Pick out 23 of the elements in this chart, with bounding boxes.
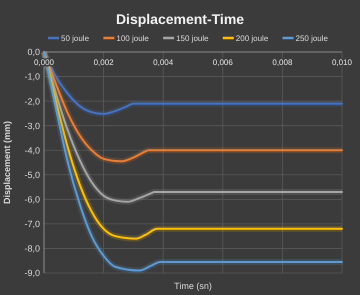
x-axis-title: Time (sn) <box>174 281 212 291</box>
y-tick-label: -1,0 <box>24 72 40 82</box>
x-tick-label: 0,006 <box>212 58 234 67</box>
x-tick-label: 0,002 <box>94 58 114 67</box>
y-tick-label: -6,0 <box>24 194 40 204</box>
y-tick-label: -8,0 <box>24 244 40 254</box>
y-tick-label: 0,0 <box>27 47 40 58</box>
y-tick-label: -2,0 <box>24 96 40 106</box>
x-tick-label: 0,008 <box>272 58 293 67</box>
legend-label: 200 joule <box>236 34 269 43</box>
y-tick-label: -3,0 <box>24 120 40 131</box>
y-tick-label: -7,0 <box>24 219 40 230</box>
y-axis-title: Displacement (mm) <box>2 120 12 204</box>
chart-title: Displacement-Time <box>116 11 244 27</box>
x-tick-label: 0,004 <box>153 58 174 67</box>
y-tick-label: -5,0 <box>24 170 40 180</box>
legend-label: 250 joule <box>296 34 329 43</box>
legend-label: 150 joule <box>176 34 210 43</box>
x-tick-label: 0,010 <box>332 58 353 67</box>
legend-label: 100 joule <box>116 34 150 43</box>
legend-label: 50 joule <box>61 34 90 43</box>
y-tick-label: -9,0 <box>24 268 40 278</box>
y-tick-label: -4,0 <box>24 145 40 156</box>
